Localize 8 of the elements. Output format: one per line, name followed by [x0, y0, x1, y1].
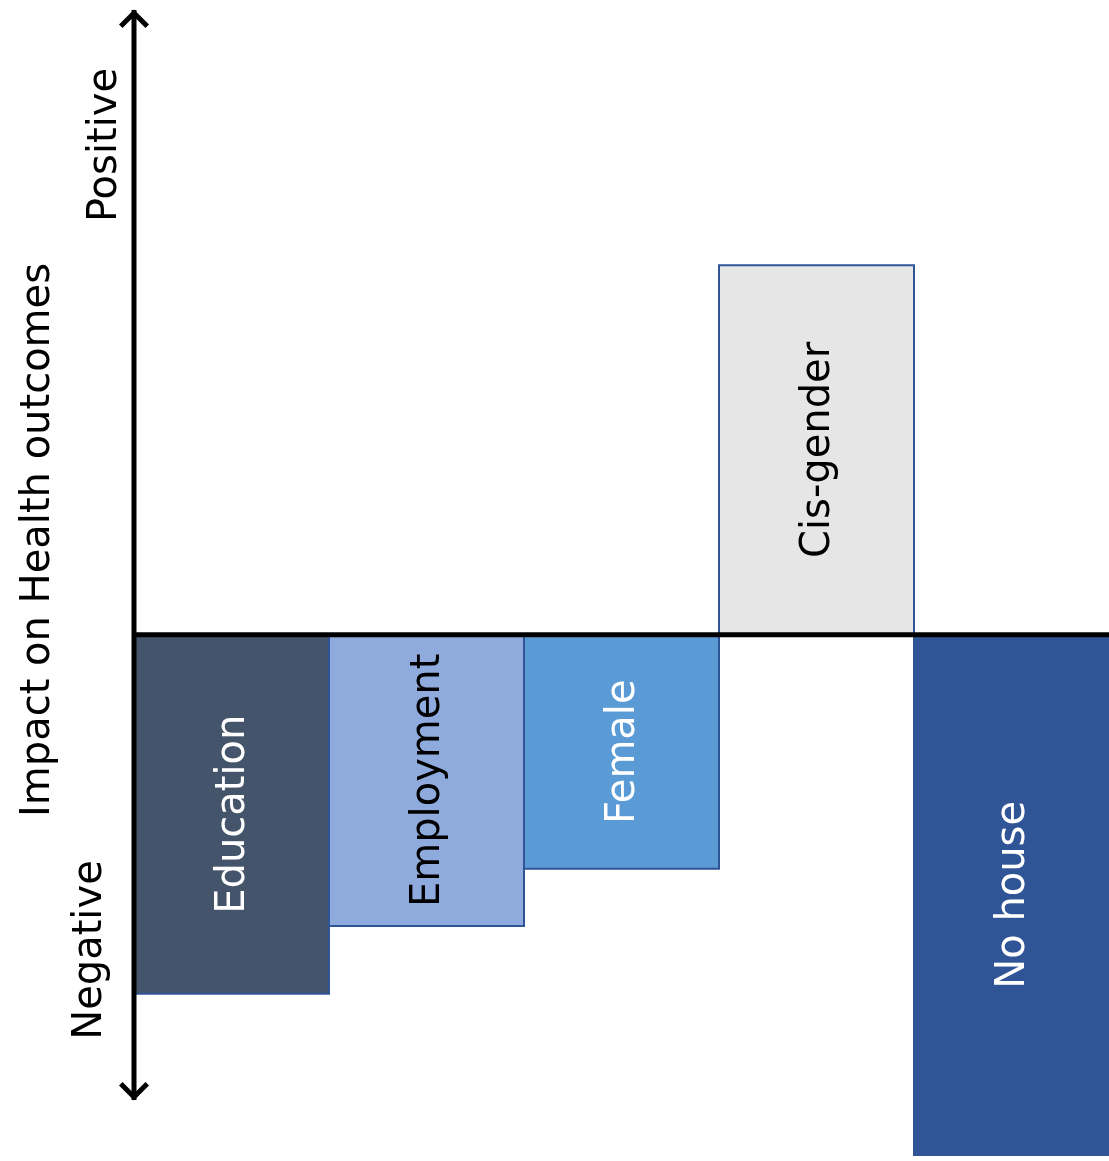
- x-tick-label: Female: [596, 679, 643, 825]
- text: Negative: [64, 860, 110, 1040]
- x-tick-label: Cis-gender: [791, 341, 838, 558]
- x-tick-label: Education: [206, 714, 253, 914]
- x-tick-label: Employment: [401, 653, 448, 908]
- text: Positive: [79, 67, 125, 223]
- y-axis-title: Impact on Health outcomes: [12, 262, 58, 818]
- x-tick-label: No house: [986, 800, 1033, 989]
